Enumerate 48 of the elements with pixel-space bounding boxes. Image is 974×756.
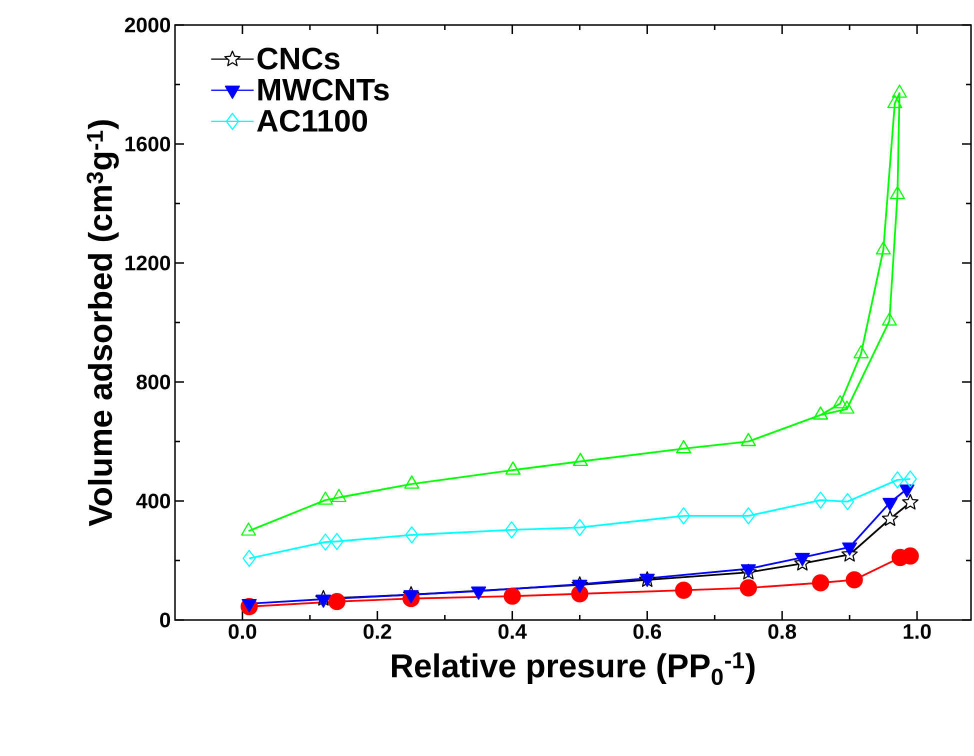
point [812,574,830,592]
point [882,510,898,526]
x-tick-label: 0.2 [364,624,392,639]
y-tick-label: 800 [136,374,170,390]
point [740,579,757,596]
point [832,395,848,408]
point [892,84,908,98]
point [854,345,869,358]
point [882,312,897,326]
point [318,492,333,505]
y-tick-label: 1600 [126,136,170,152]
point [846,571,863,588]
y-axis-title: Volume adsorbed (cm$^{3}$g$^{-1}$) [86,120,119,526]
legend-label: MWCNTs [258,78,389,101]
legend-label: AC1100 [257,110,368,132]
y-tick-label: 2000 [124,18,170,32]
point [887,94,902,108]
point [904,470,917,488]
x-tick-label: 1.0 [904,624,931,639]
point [331,488,346,502]
point [902,494,919,510]
point [876,241,891,255]
point [840,492,854,510]
point [675,582,692,599]
x-axis-title: Relative presure (PP$_{0}$$^{-1}$) [392,652,755,686]
point [330,532,344,550]
point [890,471,904,488]
x-tick-label: 0.4 [498,624,527,639]
point [573,518,586,536]
legend-label: CNCs [258,48,340,70]
y-tick-label: 0 [160,612,170,628]
point [504,588,521,605]
point [677,507,690,524]
point [318,533,332,551]
point [742,507,755,524]
x-tick-label: 0.8 [768,624,796,639]
y-tick-label: 1200 [126,256,170,270]
point [328,592,346,610]
point [505,521,518,538]
point [241,522,256,536]
point [405,526,418,544]
point [814,492,828,509]
point [890,186,906,200]
y-tick-label: 400 [136,494,170,508]
x-tick-label: 0.6 [633,624,662,639]
x-tick-label: 0.0 [228,624,256,639]
point [839,400,854,414]
point [242,550,256,568]
